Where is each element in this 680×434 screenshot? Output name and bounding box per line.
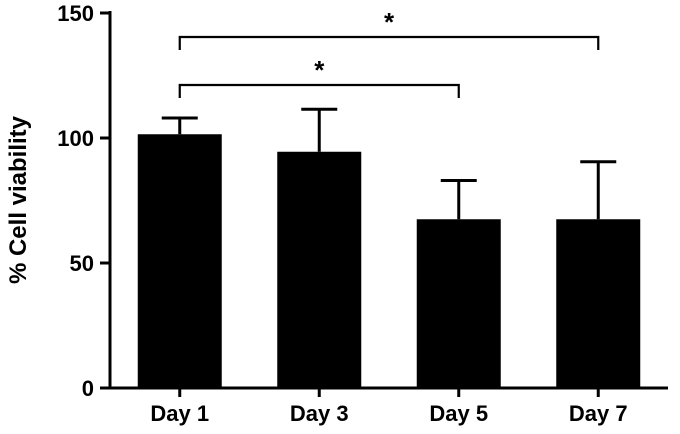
x-tick-label: Day 3	[290, 401, 349, 426]
y-axis-title: % Cell viability	[5, 115, 32, 284]
error-bars-layer	[161, 107, 617, 220]
x-tick-label: Day 5	[429, 401, 488, 426]
significance-label: *	[314, 55, 325, 85]
y-tick-label: 50	[70, 251, 94, 276]
axes-layer: 0 50 100 150 Day 1 Day 3 Day 5 Day 7	[57, 1, 668, 426]
bars-layer	[137, 134, 641, 388]
x-tick-label: Day 1	[150, 401, 209, 426]
significance-label: *	[384, 7, 395, 37]
bar-day-5	[416, 219, 501, 388]
significance-layer: **	[178, 7, 600, 98]
y-tick-label: 0	[82, 376, 94, 401]
significance-bracket	[178, 83, 460, 98]
bar-day-7	[556, 219, 641, 388]
bar-day-1	[137, 134, 222, 388]
bar-day-3	[277, 151, 362, 388]
significance-bracket	[178, 35, 600, 50]
x-tick-label: Day 7	[569, 401, 628, 426]
y-tick-label: 150	[57, 1, 94, 26]
y-tick-label: 100	[57, 126, 94, 151]
